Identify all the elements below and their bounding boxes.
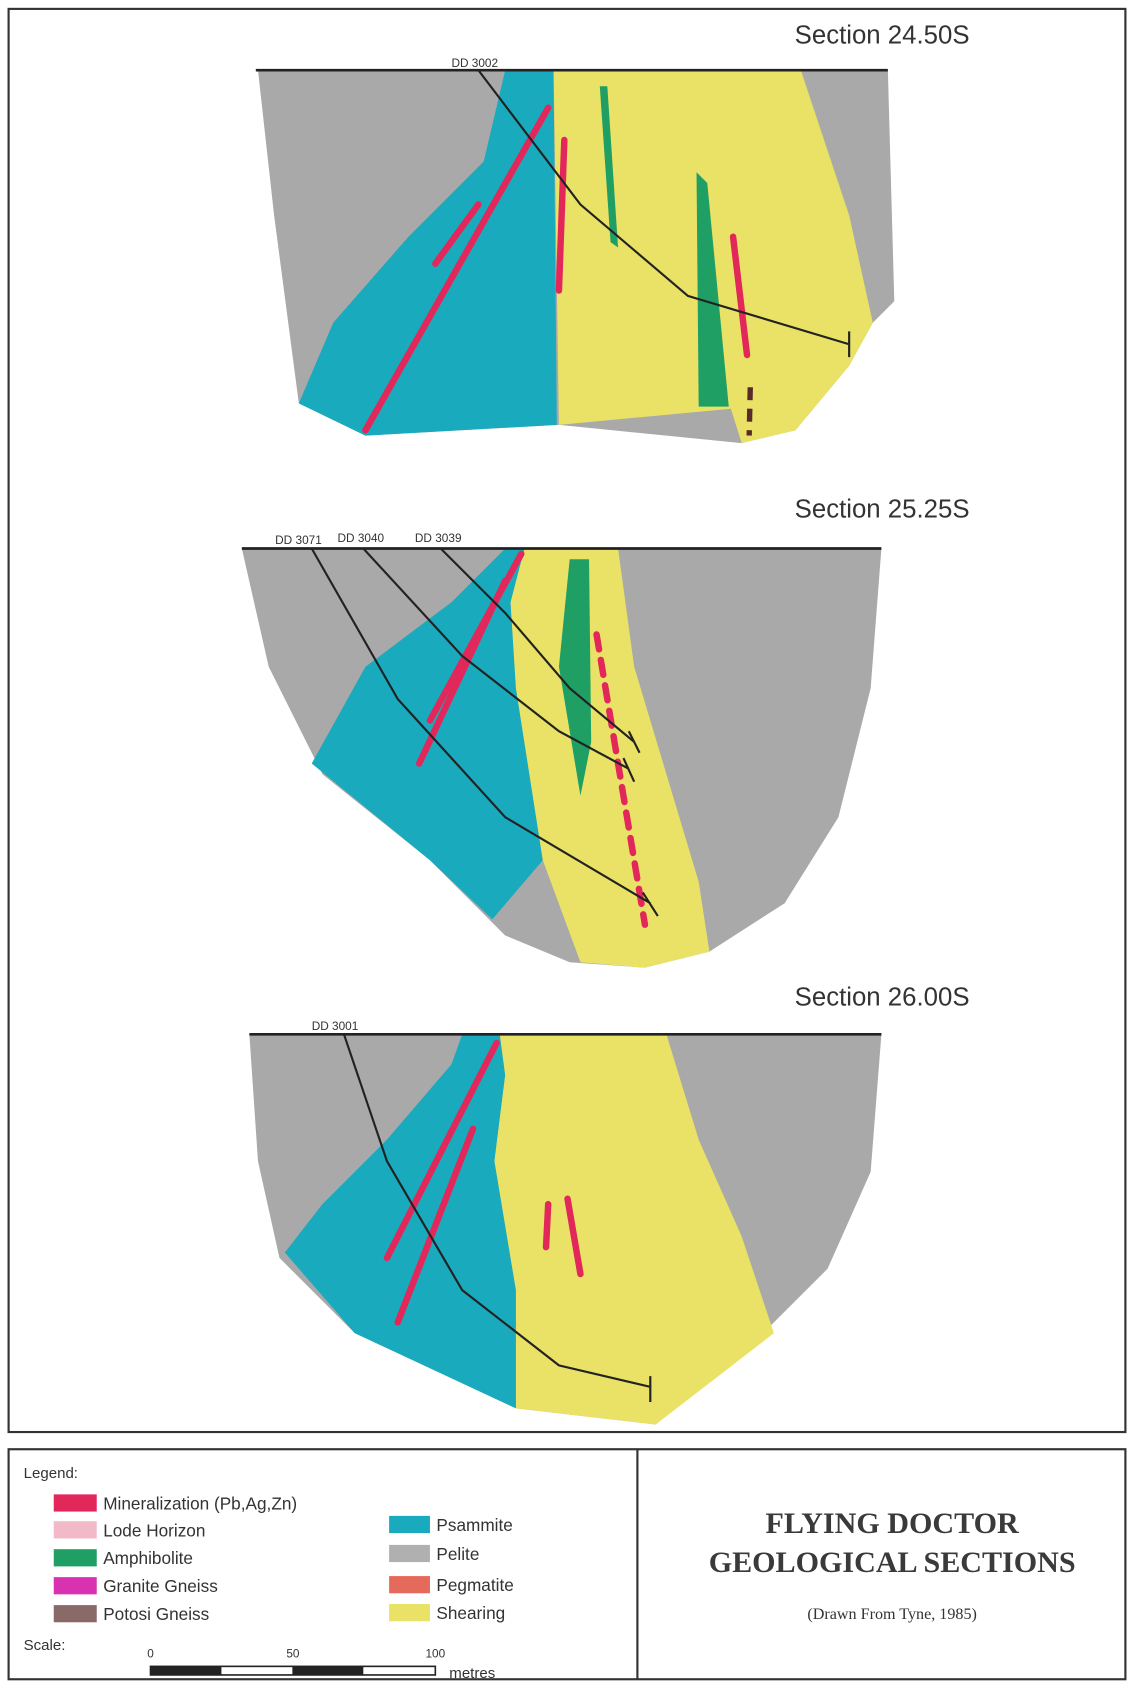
legend-swatch — [389, 1576, 430, 1593]
scale-segment — [150, 1666, 221, 1675]
legend-label: Amphibolite — [103, 1548, 193, 1568]
legend-swatch — [54, 1549, 97, 1566]
drill-hole-label: DD 3071 — [275, 533, 322, 547]
drill-hole-label: DD 3001 — [312, 1019, 359, 1033]
legend-label: Shearing — [436, 1603, 505, 1623]
legend-label: Pelite — [436, 1544, 479, 1564]
scale-tick-label: 100 — [425, 1647, 445, 1661]
legend-swatch — [54, 1605, 97, 1622]
legend-label: Psammite — [436, 1515, 512, 1535]
section-2: Section 25.25S DD 3071 DD 3040 DD 3039 — [242, 495, 970, 967]
legend-swatch — [54, 1577, 97, 1594]
legend-label: Mineralization (Pb,Ag,Zn) — [103, 1493, 297, 1513]
scale-segment — [292, 1666, 363, 1675]
legend-swatch — [54, 1494, 97, 1511]
scale-tick-label: 50 — [286, 1647, 300, 1661]
drill-hole-label: DD 3002 — [451, 56, 498, 70]
scale-label: Scale: — [24, 1637, 66, 1654]
drill-hole-label: DD 3039 — [415, 531, 462, 545]
legend-swatch — [54, 1521, 97, 1538]
legend-label: Pegmatite — [436, 1575, 513, 1595]
legend-label: Lode Horizon — [103, 1520, 205, 1540]
legend-label: Potosi Gneiss — [103, 1604, 209, 1624]
geological-sections: Section 24.50S DD 3002 Section 25.25S DD… — [0, 0, 1134, 1686]
section-title: Section 25.25S — [795, 495, 970, 523]
title-line: GEOLOGICAL SECTIONS — [709, 1545, 1076, 1579]
drill-hole-label: DD 3040 — [338, 531, 385, 545]
scale-ticks: 0 50 100 — [147, 1647, 445, 1661]
legend-title: Legend: — [24, 1465, 78, 1482]
legend-items: Mineralization (Pb,Ag,Zn) Lode Horizon Amp… — [54, 1493, 514, 1624]
section-1: Section 24.50S DD 3002 — [256, 21, 970, 443]
legend-label: Granite Gneiss — [103, 1576, 218, 1596]
scale-unit: metres — [449, 1665, 495, 1682]
scale-tick-label: 0 — [147, 1647, 154, 1661]
title-line: FLYING DOCTOR — [766, 1506, 1019, 1540]
legend-swatch — [389, 1545, 430, 1562]
source-note: (Drawn From Tyne, 1985) — [807, 1606, 977, 1623]
legend-swatch — [389, 1604, 430, 1621]
section-title: Section 26.00S — [795, 983, 970, 1011]
section-title: Section 24.50S — [795, 21, 970, 49]
section-3: Section 26.00S DD 3001 — [249, 983, 969, 1424]
legend-swatch — [389, 1516, 430, 1533]
